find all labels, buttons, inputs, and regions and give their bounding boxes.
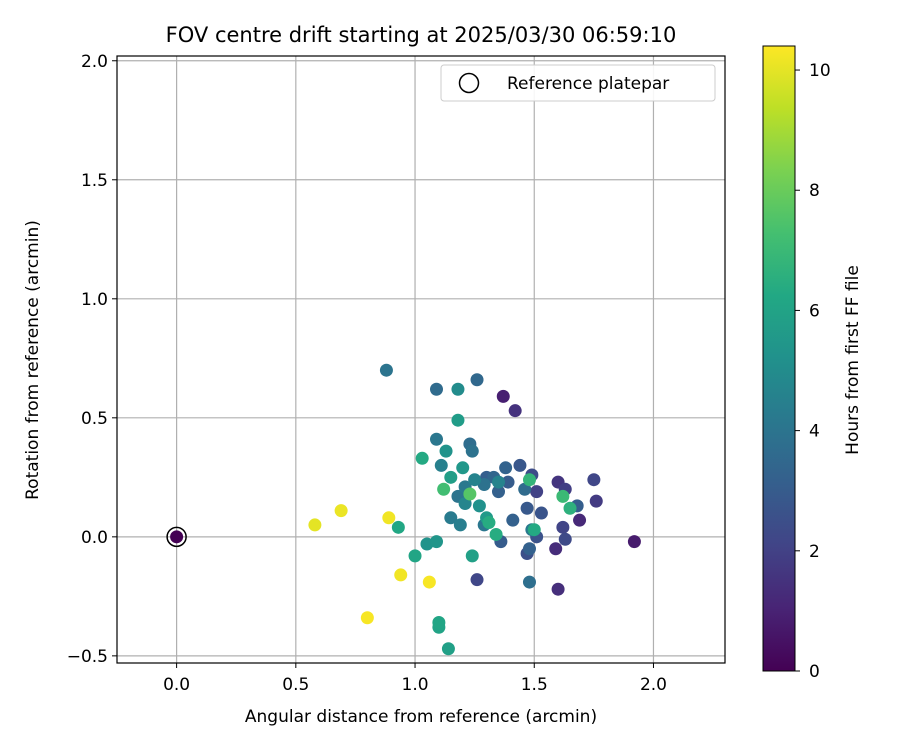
colorbar-ticks: 0 2 4 6 8 10 bbox=[795, 61, 831, 682]
y-tick-label: −0.5 bbox=[67, 647, 108, 667]
data-point bbox=[470, 373, 484, 387]
data-point bbox=[453, 518, 467, 532]
x-axis-label: Angular distance from reference (arcmin) bbox=[245, 707, 597, 727]
data-point bbox=[468, 473, 482, 487]
colorbar-tick-label: 8 bbox=[809, 181, 820, 201]
data-point bbox=[589, 494, 603, 508]
data-point bbox=[506, 513, 520, 527]
legend-entry-reference: Reference platepar bbox=[507, 74, 669, 94]
data-point bbox=[394, 568, 408, 582]
data-point bbox=[451, 382, 465, 396]
data-point bbox=[556, 520, 570, 534]
data-point bbox=[491, 475, 505, 489]
data-point bbox=[501, 475, 515, 489]
data-point bbox=[499, 461, 513, 475]
y-tick-label: 0.0 bbox=[81, 528, 108, 548]
x-tick-label: 1.0 bbox=[402, 675, 429, 695]
data-point bbox=[522, 542, 536, 556]
data-point bbox=[415, 451, 429, 465]
plot-frame bbox=[116, 55, 726, 664]
data-point bbox=[444, 470, 458, 484]
data-point bbox=[522, 575, 536, 589]
data-point bbox=[465, 549, 479, 563]
data-point bbox=[530, 485, 544, 499]
data-point bbox=[382, 511, 396, 525]
data-point bbox=[432, 616, 446, 630]
colorbar-tick-label: 6 bbox=[809, 301, 820, 321]
data-point bbox=[587, 473, 601, 487]
data-point bbox=[527, 523, 541, 537]
colorbar-gradient bbox=[762, 45, 796, 672]
y-tick-label: 1.5 bbox=[81, 171, 108, 191]
data-point bbox=[379, 363, 393, 377]
y-tick-label: 1.0 bbox=[81, 290, 108, 310]
data-point bbox=[534, 506, 548, 520]
y-axis-label: Rotation from reference (arcmin) bbox=[23, 220, 43, 500]
data-point bbox=[451, 413, 465, 427]
data-point bbox=[472, 499, 486, 513]
colorbar-tick-label: 10 bbox=[809, 61, 831, 81]
reference-point bbox=[170, 530, 184, 544]
data-point bbox=[463, 487, 477, 501]
data-point bbox=[465, 444, 479, 458]
x-tick-label: 2.0 bbox=[640, 675, 667, 695]
data-point bbox=[573, 513, 587, 527]
y-axis-ticks: −0.5 0.0 0.5 1.0 1.5 2.0 bbox=[67, 52, 117, 667]
data-point bbox=[308, 518, 322, 532]
data-point bbox=[429, 432, 443, 446]
y-tick-label: 0.5 bbox=[81, 409, 108, 429]
data-point bbox=[334, 504, 348, 518]
data-point bbox=[482, 516, 496, 530]
grid bbox=[117, 56, 725, 663]
data-point bbox=[627, 535, 641, 549]
data-point bbox=[408, 549, 422, 563]
data-point bbox=[441, 642, 455, 656]
data-point bbox=[556, 489, 570, 503]
data-point bbox=[491, 485, 505, 499]
data-points bbox=[166, 363, 641, 656]
x-axis-ticks: 0.0 0.5 1.0 1.5 2.0 bbox=[163, 663, 667, 695]
data-point bbox=[444, 511, 458, 525]
data-point bbox=[513, 458, 527, 472]
colorbar: 0 2 4 6 8 10 Hours from first FF file bbox=[762, 45, 863, 682]
data-point bbox=[522, 473, 536, 487]
colorbar-tick-label: 2 bbox=[809, 542, 820, 562]
data-point bbox=[439, 444, 453, 458]
data-point bbox=[470, 573, 484, 587]
data-point bbox=[496, 389, 510, 403]
y-tick-label: 2.0 bbox=[81, 52, 108, 72]
data-point bbox=[520, 501, 534, 515]
x-tick-label: 1.5 bbox=[521, 675, 548, 695]
data-point bbox=[508, 404, 522, 418]
reference-platepar-marker bbox=[166, 526, 187, 548]
colorbar-tick-label: 4 bbox=[809, 422, 820, 442]
x-tick-label: 0.0 bbox=[163, 675, 190, 695]
data-point bbox=[429, 535, 443, 549]
colorbar-label: Hours from first FF file bbox=[843, 265, 863, 455]
data-point bbox=[558, 532, 572, 546]
data-point bbox=[391, 520, 405, 534]
x-tick-label: 0.5 bbox=[282, 675, 309, 695]
data-point bbox=[563, 501, 577, 515]
data-point bbox=[456, 461, 470, 475]
legend-marker bbox=[458, 72, 480, 94]
data-point bbox=[551, 582, 565, 596]
legend-box bbox=[440, 64, 716, 102]
legend: Reference platepar bbox=[440, 64, 716, 102]
data-point bbox=[429, 382, 443, 396]
colorbar-tick-label: 0 bbox=[809, 662, 820, 682]
data-point bbox=[422, 575, 436, 589]
data-point bbox=[549, 542, 563, 556]
data-point bbox=[434, 458, 448, 472]
data-point bbox=[437, 482, 451, 496]
data-point bbox=[360, 611, 374, 625]
data-point bbox=[489, 527, 503, 541]
chart-title: FOV centre drift starting at 2025/03/30 … bbox=[166, 23, 677, 47]
